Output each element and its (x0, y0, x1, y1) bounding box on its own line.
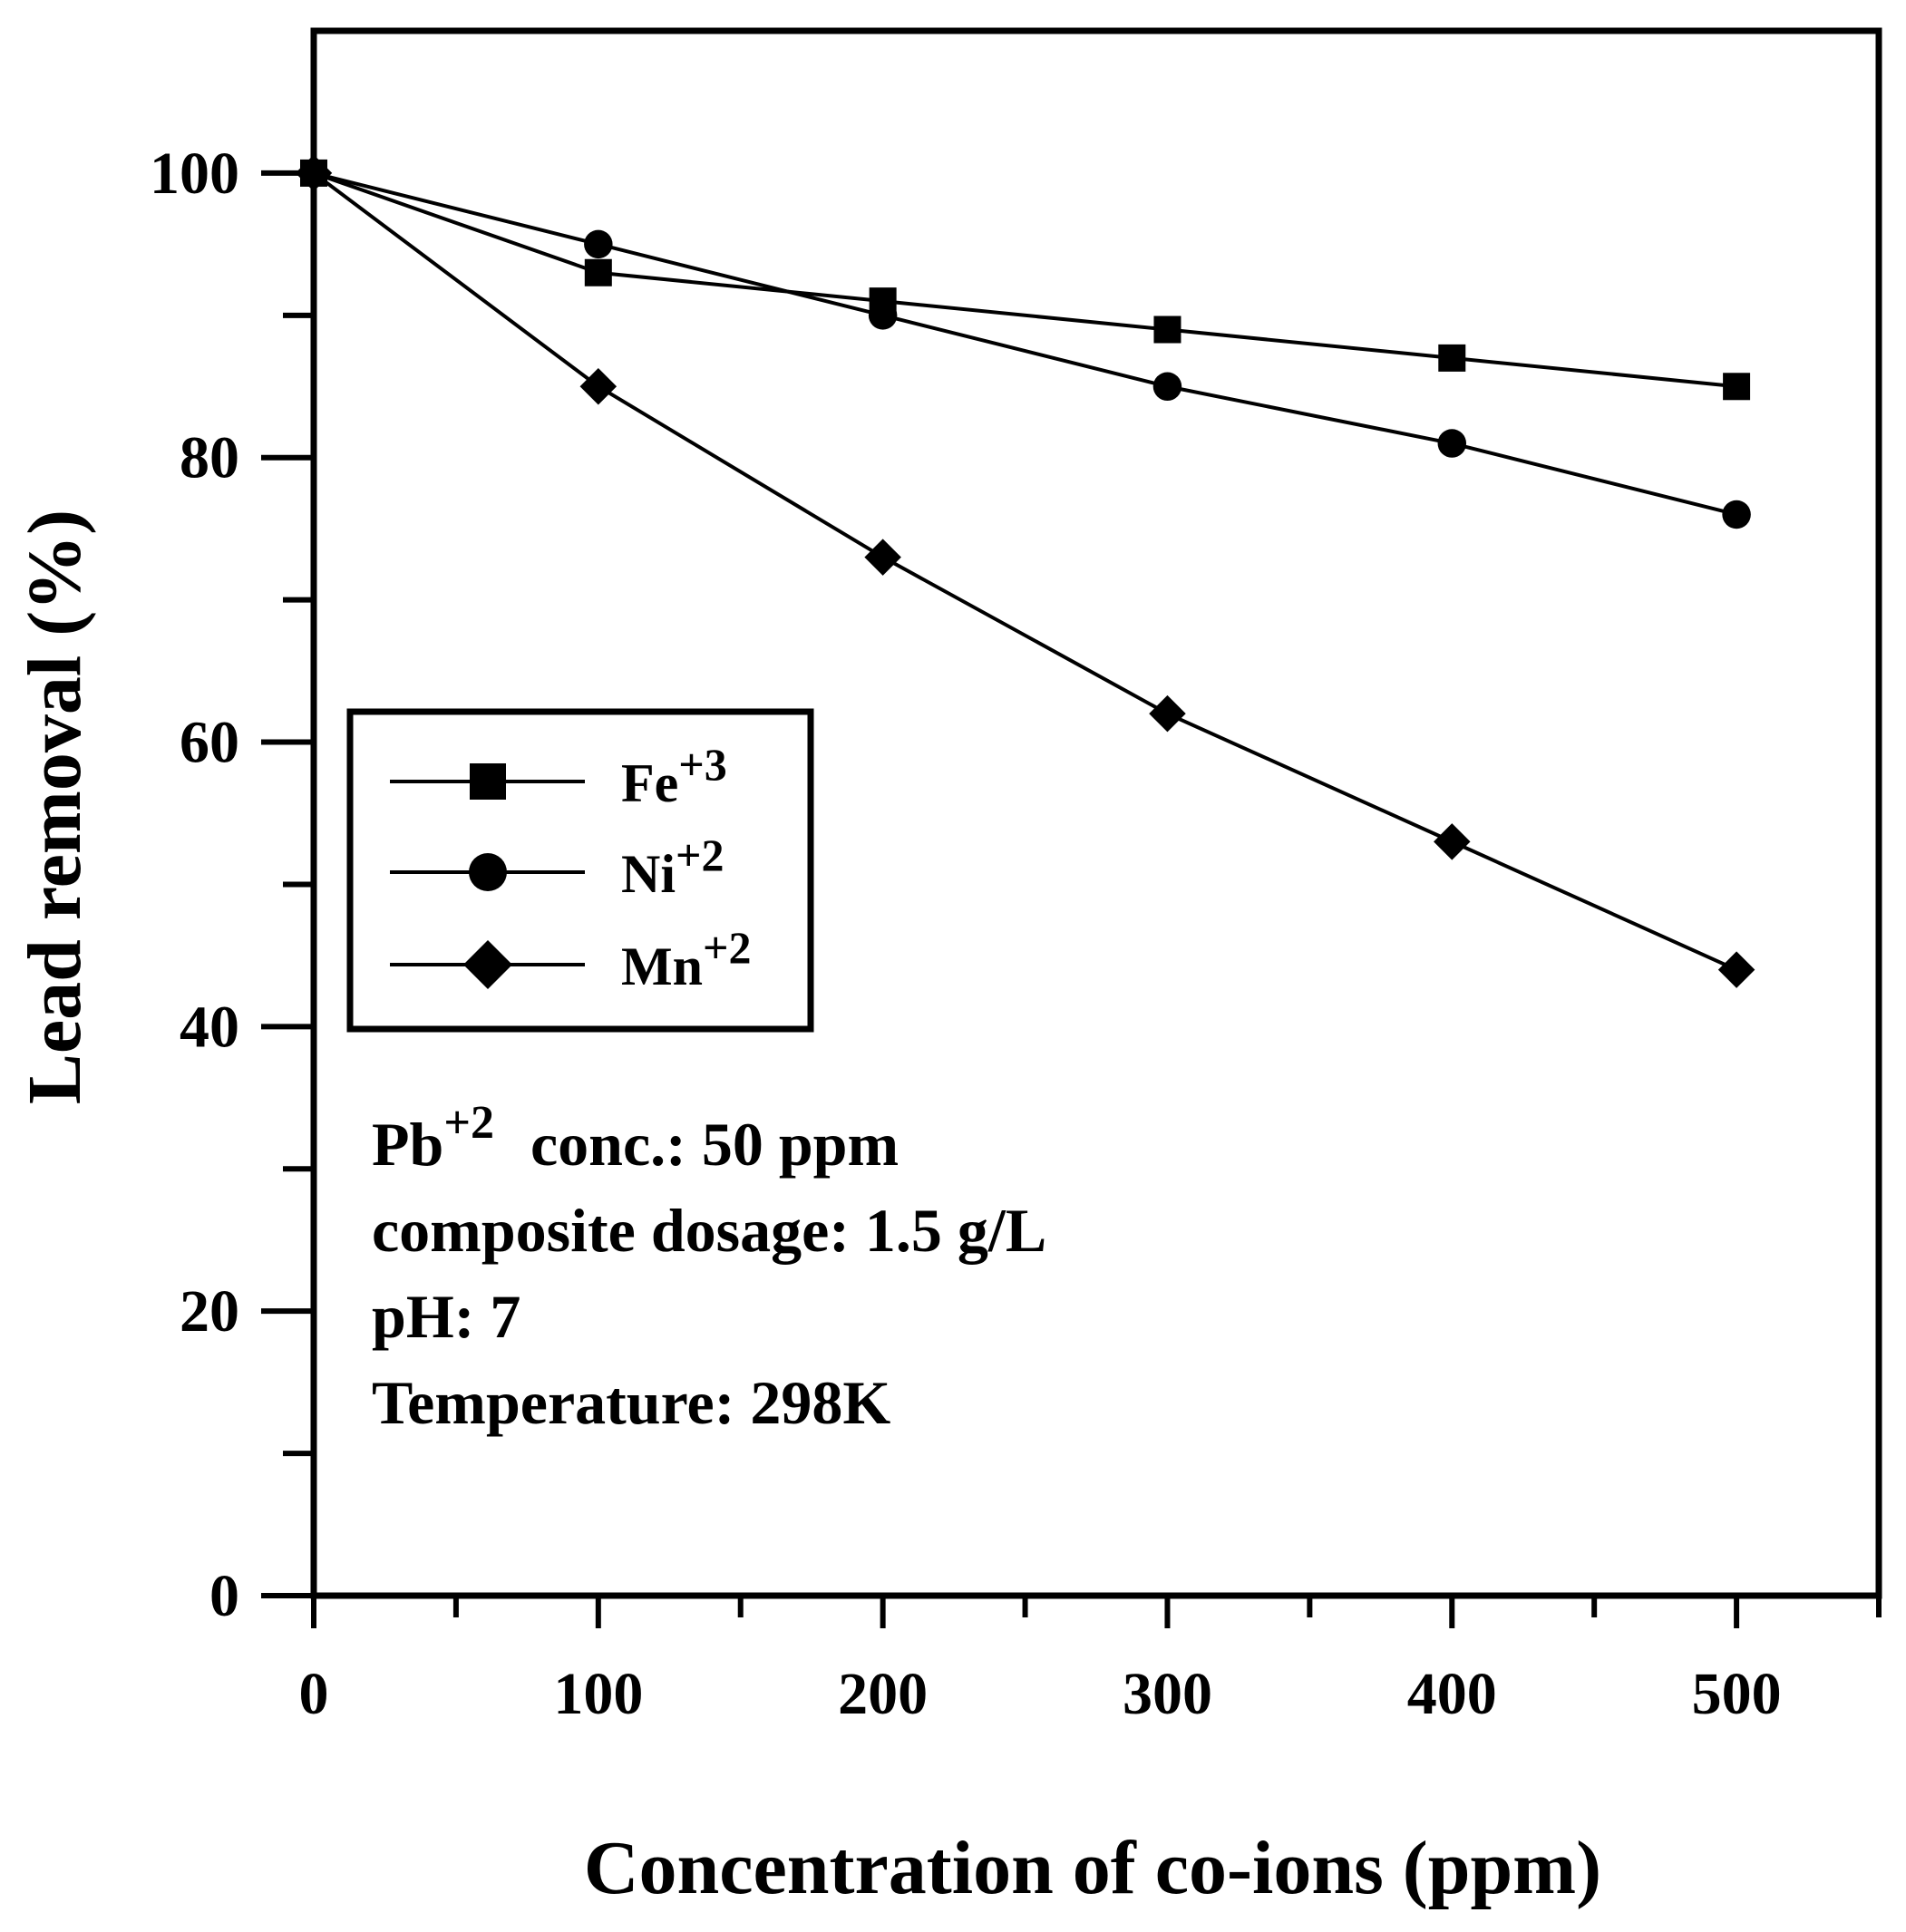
series-mn (295, 154, 1755, 988)
annotation-conc: conc.: 50 ppm (530, 1110, 899, 1179)
legend-fe-name: Fe (621, 753, 678, 813)
legend-ni-label: Ni+2 (621, 830, 724, 904)
annotation-line-2: composite dosage: 1.5 g/L (372, 1196, 1046, 1265)
series-ni-point (868, 301, 898, 330)
series-ni-point (1152, 372, 1182, 402)
annotation-line-4: Temperature: 298K (372, 1368, 890, 1437)
x-tick-label: 400 (1407, 1661, 1497, 1727)
plot-frame (310, 27, 1882, 1599)
series-ni (299, 159, 1751, 529)
legend-mn-marker (463, 940, 512, 989)
series-fe-point (584, 258, 612, 286)
series-layer (295, 154, 1755, 988)
y-tick-label: 0 (209, 1563, 239, 1629)
legend-fe-charge: +3 (678, 739, 727, 790)
annotation-ion-charge: +2 (443, 1097, 494, 1149)
y-tick-label: 80 (180, 425, 239, 491)
legend-ni-charge: +2 (676, 830, 724, 880)
x-tick-label: 0 (299, 1661, 329, 1727)
series-mn-line (312, 171, 1737, 972)
legend-mn-label: Mn+2 (621, 922, 752, 996)
legend-mn-charge: +2 (703, 922, 752, 973)
x-tick-label: 200 (838, 1661, 928, 1727)
series-fe-point (1723, 373, 1751, 401)
y-tick-label: 60 (180, 710, 239, 776)
legend-fe-marker (470, 763, 506, 800)
x-tick-label: 300 (1123, 1661, 1212, 1727)
axes-layer: 0 100 200 300 400 500 0 20 40 60 80 100 (150, 27, 1882, 1727)
series-mn-point (1717, 951, 1755, 988)
legend-ni-marker (469, 853, 507, 891)
conditions-annotation: Pb+2 conc.: 50 ppm composite dosage: 1.5 … (372, 1097, 1046, 1437)
legend-ni-name: Ni (621, 844, 676, 904)
legend-mn-name: Mn (621, 937, 703, 996)
annotation-ion: Pb (372, 1110, 443, 1179)
series-fe (300, 159, 1751, 401)
x-tick-label: 100 (553, 1661, 643, 1727)
series-fe-point (1153, 316, 1182, 344)
x-axis-title: Concentration of co-ions (ppm) (584, 1826, 1601, 1910)
series-mn-point (295, 154, 333, 192)
y-tick-label: 40 (180, 994, 239, 1060)
legend-fe-label: Fe+3 (621, 739, 727, 813)
series-mn-point (1149, 694, 1186, 733)
y-tick-label: 100 (150, 141, 239, 207)
annotation-line-1: Pb+2 conc.: 50 ppm (372, 1097, 899, 1179)
series-ni-point (1722, 500, 1751, 529)
y-tick-label: 20 (180, 1278, 239, 1345)
y-axis-title: Lead removal (%) (13, 510, 97, 1104)
series-mn-point (579, 368, 618, 405)
legend: Fe+3Ni+2Mn+2 (346, 708, 814, 1033)
annotation-line-3: pH: 7 (372, 1282, 520, 1351)
series-ni-line (313, 170, 1737, 517)
x-tick-label: 500 (1692, 1661, 1782, 1727)
series-ni-point (584, 229, 613, 259)
series-fe-point (1438, 344, 1466, 372)
series-fe-line (313, 171, 1737, 389)
series-mn-point (864, 539, 901, 576)
series-mn-point (1434, 823, 1471, 860)
series-ni-point (1437, 429, 1467, 458)
